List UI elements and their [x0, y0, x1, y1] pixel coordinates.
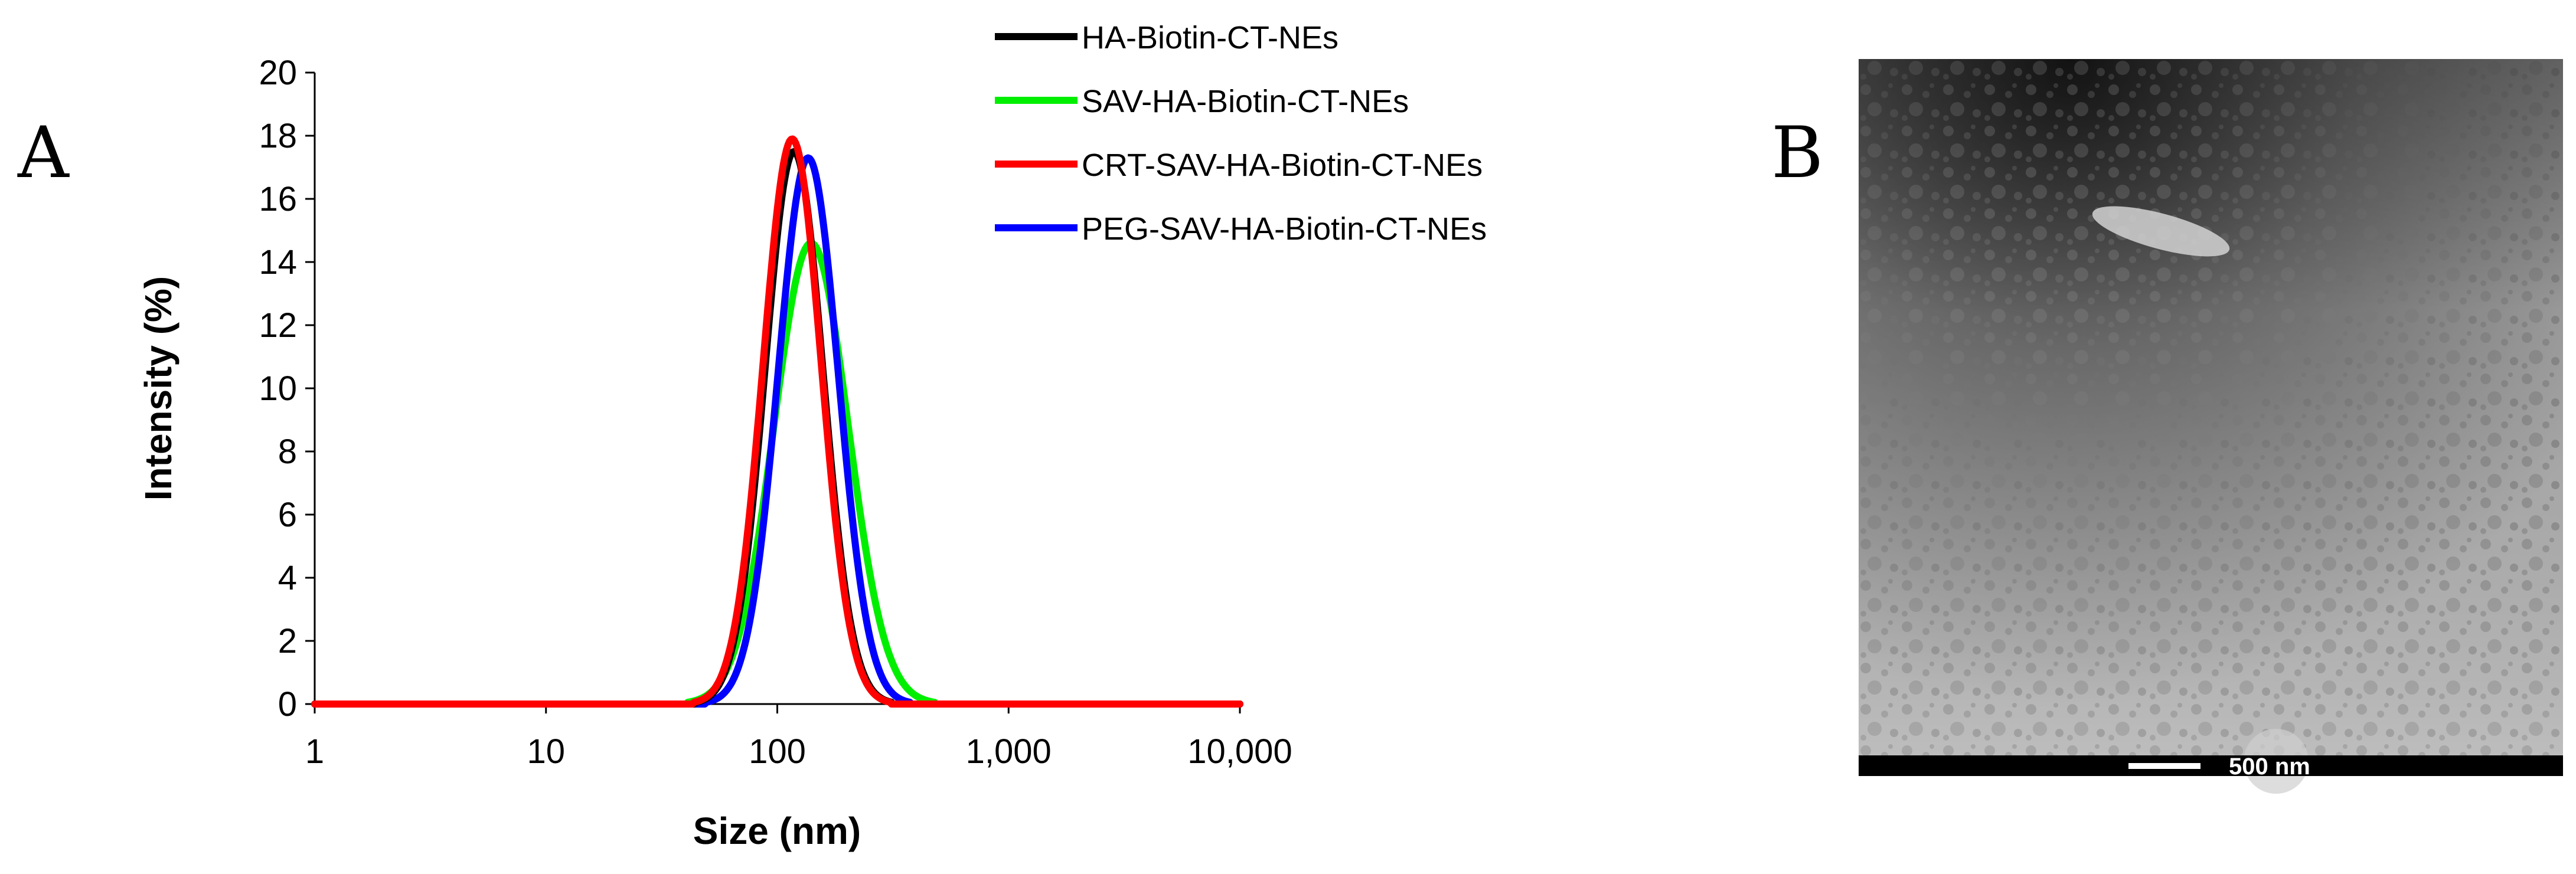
y-tick-label: 2: [278, 622, 297, 660]
y-tick-label: 12: [259, 306, 297, 345]
y-tick-label: 10: [259, 369, 297, 408]
legend-label: PEG-SAV-HA-Biotin-CT-NEs: [1082, 211, 1487, 247]
legend-label: HA-Biotin-CT-NEs: [1082, 20, 1338, 55]
y-tick-label: 20: [259, 54, 297, 92]
x-ticks: 1 10 100 1,000 10,000: [305, 704, 1292, 771]
series-lines: [311, 135, 1243, 708]
y-tick-label: 0: [278, 685, 297, 724]
scale-bar: [2128, 763, 2200, 769]
y-axis-title: Intensity (%): [137, 276, 179, 500]
micrograph-shading: [1859, 59, 2563, 776]
series-line-1: [311, 239, 1243, 708]
x-tick-label: 1,000: [966, 732, 1052, 771]
x-axis-title: Size (nm): [693, 810, 861, 852]
x-tick-label: 10: [527, 732, 565, 771]
y-tick-label: 18: [259, 117, 297, 155]
series-line-2: [311, 135, 1243, 708]
x-tick-label: 100: [749, 732, 806, 771]
y-tick-label: 4: [278, 559, 297, 597]
panel-a-label: A: [17, 112, 70, 194]
y-ticks: 0 2 4 6 8 10 12 14 16 18 20: [259, 54, 315, 724]
y-tick-label: 14: [259, 243, 297, 281]
x-tick-label: 1: [305, 732, 324, 771]
legend: HA-Biotin-CT-NEs SAV-HA-Biotin-CT-NEs CRT-…: [995, 20, 1487, 247]
legend-label: SAV-HA-Biotin-CT-NEs: [1082, 84, 1409, 119]
x-tick-label: 10,000: [1187, 732, 1292, 771]
tem-micrograph: 500 nm: [1859, 59, 2563, 794]
size-distribution-chart: 0 2 4 6 8 10 12 14 16 18 20 1 10 100 1,000 10,000 Inte…: [137, 20, 1487, 852]
scale-bar-label: 500 nm: [2229, 754, 2310, 780]
y-tick-label: 16: [259, 180, 297, 218]
scale-bar-strip: [1859, 755, 2563, 776]
y-tick-label: 6: [278, 496, 297, 534]
micrograph-large-particle: [2092, 206, 2230, 257]
legend-label: CRT-SAV-HA-Biotin-CT-NEs: [1082, 148, 1483, 183]
panel-b-label: B: [1771, 112, 1823, 194]
y-tick-label: 8: [278, 433, 297, 471]
